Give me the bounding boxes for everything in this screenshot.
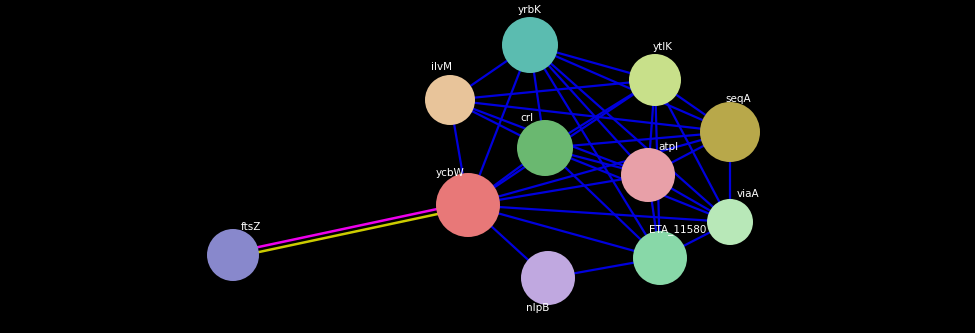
Text: seqA: seqA: [725, 94, 751, 104]
Circle shape: [707, 199, 753, 245]
Text: yrbK: yrbK: [518, 5, 542, 15]
Circle shape: [621, 148, 675, 202]
Circle shape: [633, 231, 687, 285]
Text: ftsZ: ftsZ: [241, 222, 261, 232]
Circle shape: [629, 54, 681, 106]
Circle shape: [700, 102, 760, 162]
Circle shape: [436, 173, 500, 237]
Text: viaA: viaA: [737, 189, 760, 199]
Circle shape: [502, 17, 558, 73]
Text: ytlK: ytlK: [653, 42, 673, 52]
Text: ETA_11580: ETA_11580: [649, 224, 707, 235]
Circle shape: [425, 75, 475, 125]
Circle shape: [517, 120, 573, 176]
Text: atpI: atpI: [658, 142, 678, 152]
Text: crl: crl: [521, 113, 533, 123]
Circle shape: [207, 229, 259, 281]
Text: ycbW: ycbW: [436, 168, 464, 178]
Circle shape: [521, 251, 575, 305]
Text: ilvM: ilvM: [432, 62, 452, 72]
Text: nlpB: nlpB: [526, 303, 550, 313]
